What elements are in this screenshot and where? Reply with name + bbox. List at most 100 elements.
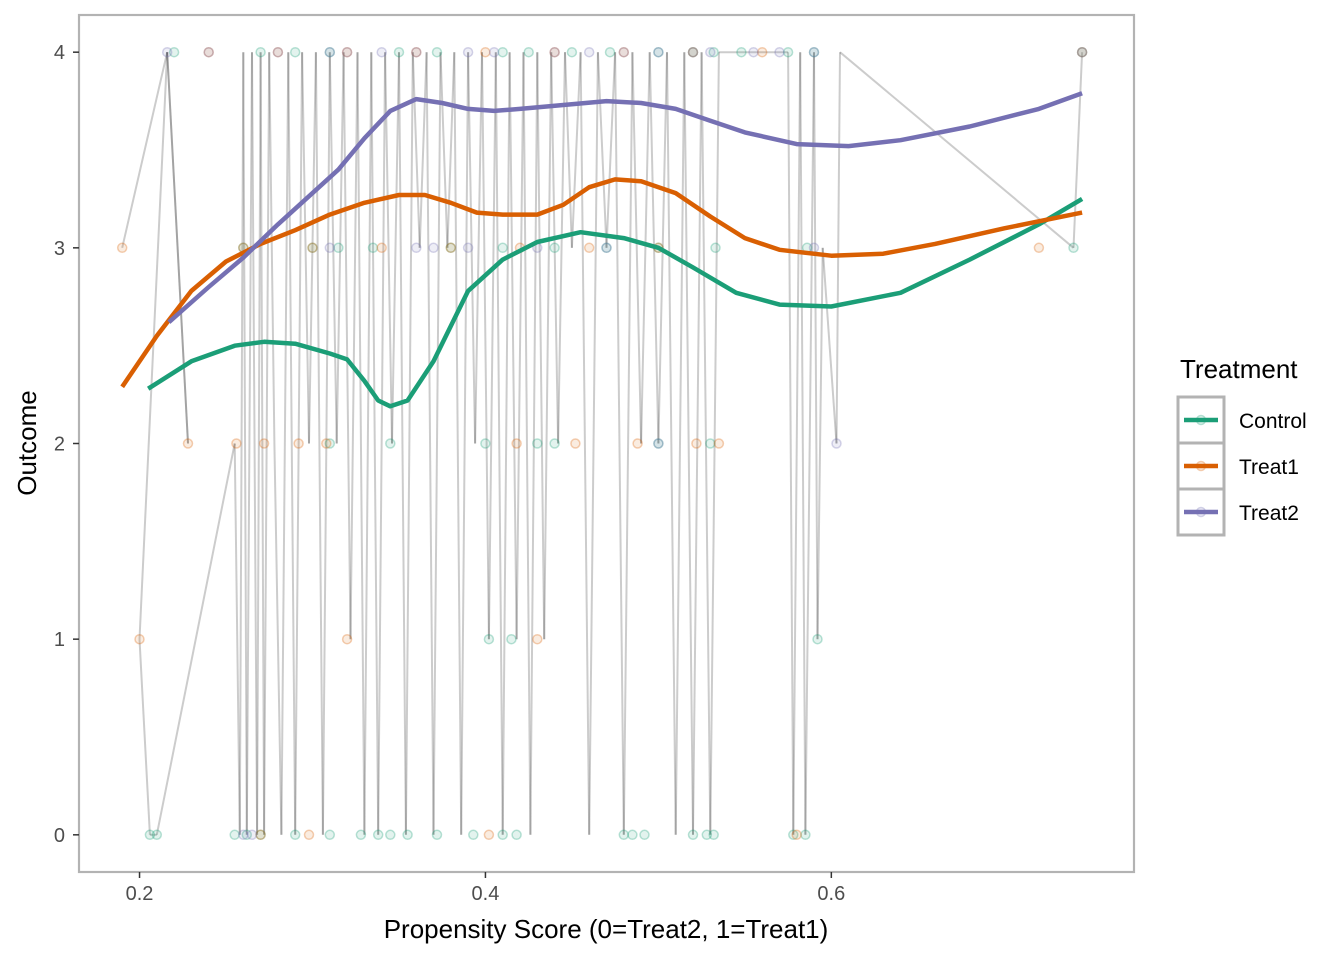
treat1-point <box>511 438 522 449</box>
connector-segment <box>474 52 483 444</box>
y-tick-label: 2 <box>54 434 65 456</box>
control-point <box>241 829 253 841</box>
connector-segment <box>487 52 497 640</box>
treat2-point <box>462 242 474 254</box>
treat1-point <box>691 438 702 449</box>
connector-segment <box>529 52 539 835</box>
connector-segment <box>543 52 553 640</box>
connector-segment <box>550 52 560 444</box>
treat1-point <box>445 242 457 254</box>
connector-segment <box>792 52 802 835</box>
connector-segment <box>674 52 686 835</box>
control-point <box>782 46 794 58</box>
control-point <box>333 242 344 254</box>
treat2-point <box>341 46 353 58</box>
treat1-point <box>687 46 699 58</box>
control-point <box>653 438 664 449</box>
y-axis-title: Outcome <box>12 390 42 496</box>
y-tick-label: 0 <box>54 825 65 847</box>
control-point <box>708 829 719 841</box>
treat2-point <box>411 242 422 254</box>
connector-segment <box>515 52 525 640</box>
control-point <box>289 46 301 58</box>
treat2-point <box>238 829 249 841</box>
y-tick-label: 1 <box>54 629 65 651</box>
treat2-point <box>462 46 474 58</box>
connector-segment <box>787 52 795 835</box>
control-point <box>601 242 612 254</box>
treat1-point <box>203 46 214 58</box>
treat1-point <box>255 829 266 841</box>
treat2-point <box>272 46 284 58</box>
connector-segment <box>273 443 283 835</box>
treat2-point <box>428 242 439 254</box>
connector-segment <box>238 52 245 835</box>
connector-segment <box>314 52 324 835</box>
connector-segment <box>557 52 566 444</box>
treat1-smooth-line <box>120 177 1083 389</box>
connector-segment <box>439 52 449 248</box>
treat2-point <box>1076 46 1088 58</box>
connector-segment <box>268 52 276 444</box>
treat1-point <box>341 633 353 645</box>
connector-segment <box>605 52 617 248</box>
x-axis: 0.2 0.4 0.6 <box>126 872 845 905</box>
control-point <box>736 46 747 58</box>
connector-segment <box>813 52 819 640</box>
control-point <box>497 242 508 254</box>
control-smooth-line <box>146 196 1084 409</box>
legend-keys: Control Treat1 Treat2 <box>1176 395 1307 537</box>
connector-segment <box>335 52 345 444</box>
control-point <box>532 438 543 449</box>
control-point <box>639 829 650 841</box>
connector-segment <box>121 51 169 249</box>
connector-segment <box>816 247 824 640</box>
connector-segment <box>536 52 546 640</box>
treat2-point <box>549 46 560 58</box>
connector-segment <box>460 52 470 835</box>
control-point <box>549 438 560 449</box>
connector-segment <box>411 52 421 248</box>
connector-segment <box>242 52 248 835</box>
x-tick-label: 0.2 <box>126 883 154 905</box>
connector-segment <box>494 52 504 835</box>
smooth-lines <box>120 91 1084 409</box>
control-point <box>687 46 699 58</box>
control-point <box>788 829 799 841</box>
connector-segment <box>301 52 310 444</box>
control-point <box>808 46 820 58</box>
control-point <box>708 46 719 58</box>
control-point <box>324 438 336 449</box>
treat1-point <box>341 46 353 58</box>
control-point <box>497 829 508 841</box>
connector-segment <box>596 52 608 248</box>
connector-segment <box>398 52 407 835</box>
treat1-point <box>182 438 194 449</box>
connector-segment <box>328 52 338 444</box>
connector-segment <box>363 52 373 835</box>
control-point <box>497 46 508 58</box>
treat1-point <box>570 438 581 449</box>
connector-segment <box>138 639 151 835</box>
control-point <box>367 242 379 254</box>
control-point <box>701 829 713 841</box>
control-point <box>566 46 578 58</box>
connector-segment <box>404 52 414 835</box>
treat1-point <box>713 438 725 449</box>
treat1-point <box>116 242 128 254</box>
connector-segment <box>342 52 352 640</box>
treat1-point <box>791 829 802 841</box>
treat2-point <box>488 46 500 58</box>
treat1-point <box>293 438 304 449</box>
treat2-point <box>687 46 699 58</box>
control-point <box>483 633 495 645</box>
connector-segment <box>391 52 400 444</box>
connector-segment <box>481 52 490 640</box>
connector-segment <box>614 52 625 835</box>
treat2-point <box>748 46 759 58</box>
connector-segment <box>564 52 573 248</box>
treat1-point <box>411 46 422 58</box>
connector-segment <box>263 52 271 835</box>
